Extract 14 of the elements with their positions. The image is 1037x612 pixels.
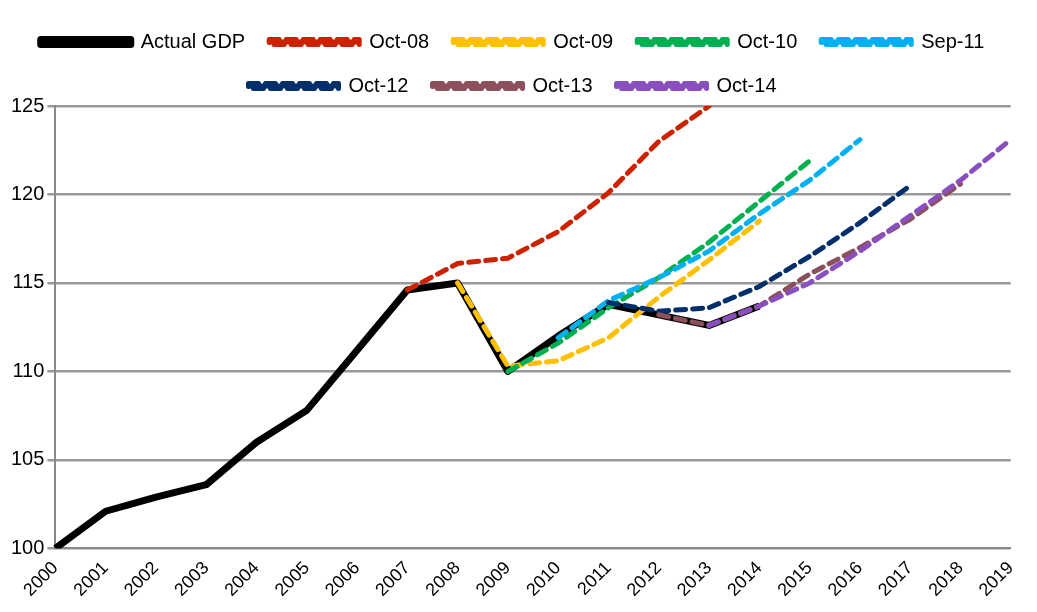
legend-label: Oct-10 bbox=[737, 29, 798, 52]
legend-label: Oct-13 bbox=[532, 73, 593, 96]
y-tick-label: 120 bbox=[10, 182, 45, 204]
legend-label: Sep-11 bbox=[921, 29, 985, 52]
y-tick-label: 115 bbox=[12, 270, 45, 293]
legend-label: Oct-12 bbox=[348, 73, 409, 96]
y-tick-label: 110 bbox=[12, 358, 45, 381]
legend-label: Actual GDP bbox=[140, 29, 246, 52]
legend-label: Oct-14 bbox=[716, 73, 777, 96]
legend-label: Oct-09 bbox=[553, 29, 614, 52]
y-tick-label: 105 bbox=[10, 447, 45, 470]
legend-label: Oct-08 bbox=[369, 29, 430, 52]
y-tick-label: 100 bbox=[10, 535, 45, 558]
y-tick-label: 125 bbox=[10, 93, 45, 116]
